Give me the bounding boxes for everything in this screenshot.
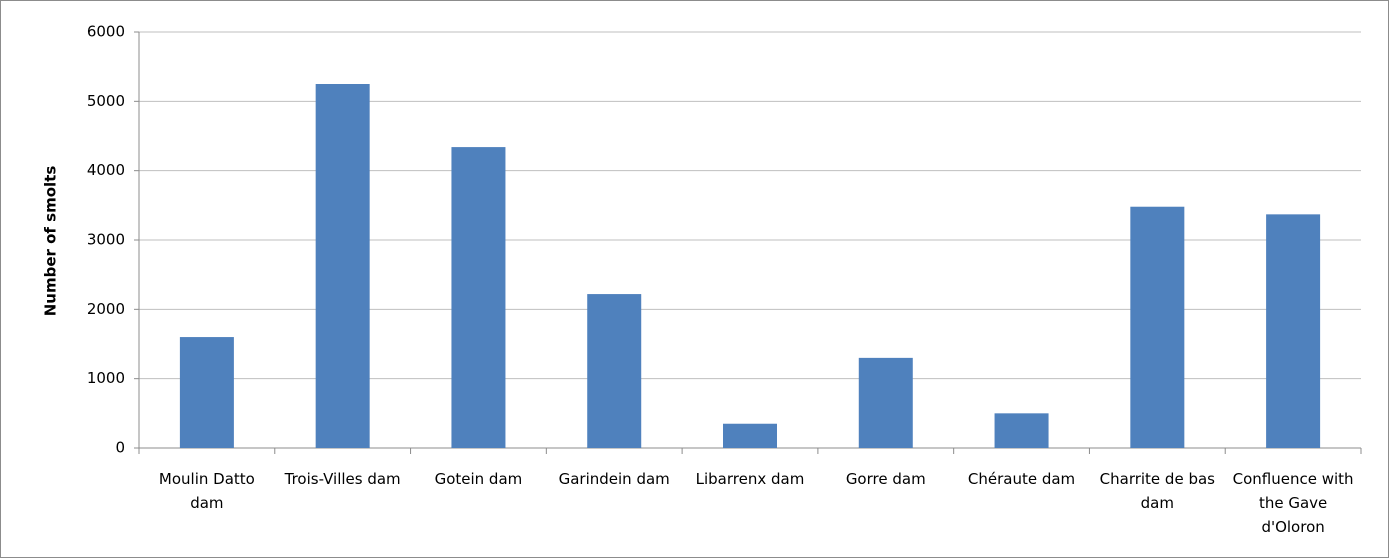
bar (1266, 214, 1321, 448)
y-tick-label: 5000 (87, 92, 125, 110)
x-tick-label: Moulin Datto dam (158, 470, 255, 512)
x-tick-label: Gotein dam (434, 470, 523, 488)
x-tick-label: Charrite de bas dam (1099, 470, 1215, 512)
y-tick-label: 6000 (87, 23, 125, 41)
y-tick-label: 0 (115, 439, 125, 457)
x-tick-label: Confluence with the Gave d'Oloron (1232, 470, 1354, 536)
y-axis-title: Number of smolts (42, 166, 60, 317)
y-tick-label: 4000 (87, 161, 125, 179)
y-tick-label: 2000 (87, 300, 125, 318)
bar (858, 357, 913, 448)
bar (451, 147, 506, 449)
y-tick-label: 1000 (87, 369, 125, 387)
x-tick-label: Gorre dam (845, 470, 926, 488)
x-tick-label: Garindein dam (558, 470, 670, 488)
y-tick-label: 3000 (87, 231, 125, 249)
bar (587, 294, 642, 448)
bar (994, 413, 1049, 448)
x-tick-label: Trois-Villes dam (284, 470, 401, 488)
bar (179, 337, 234, 448)
x-tick-label: Chéraute dam (967, 470, 1076, 488)
bar (315, 84, 370, 448)
bar (723, 423, 777, 448)
x-tick-label: Libarrenx dam (695, 470, 805, 488)
bar (1130, 206, 1185, 448)
